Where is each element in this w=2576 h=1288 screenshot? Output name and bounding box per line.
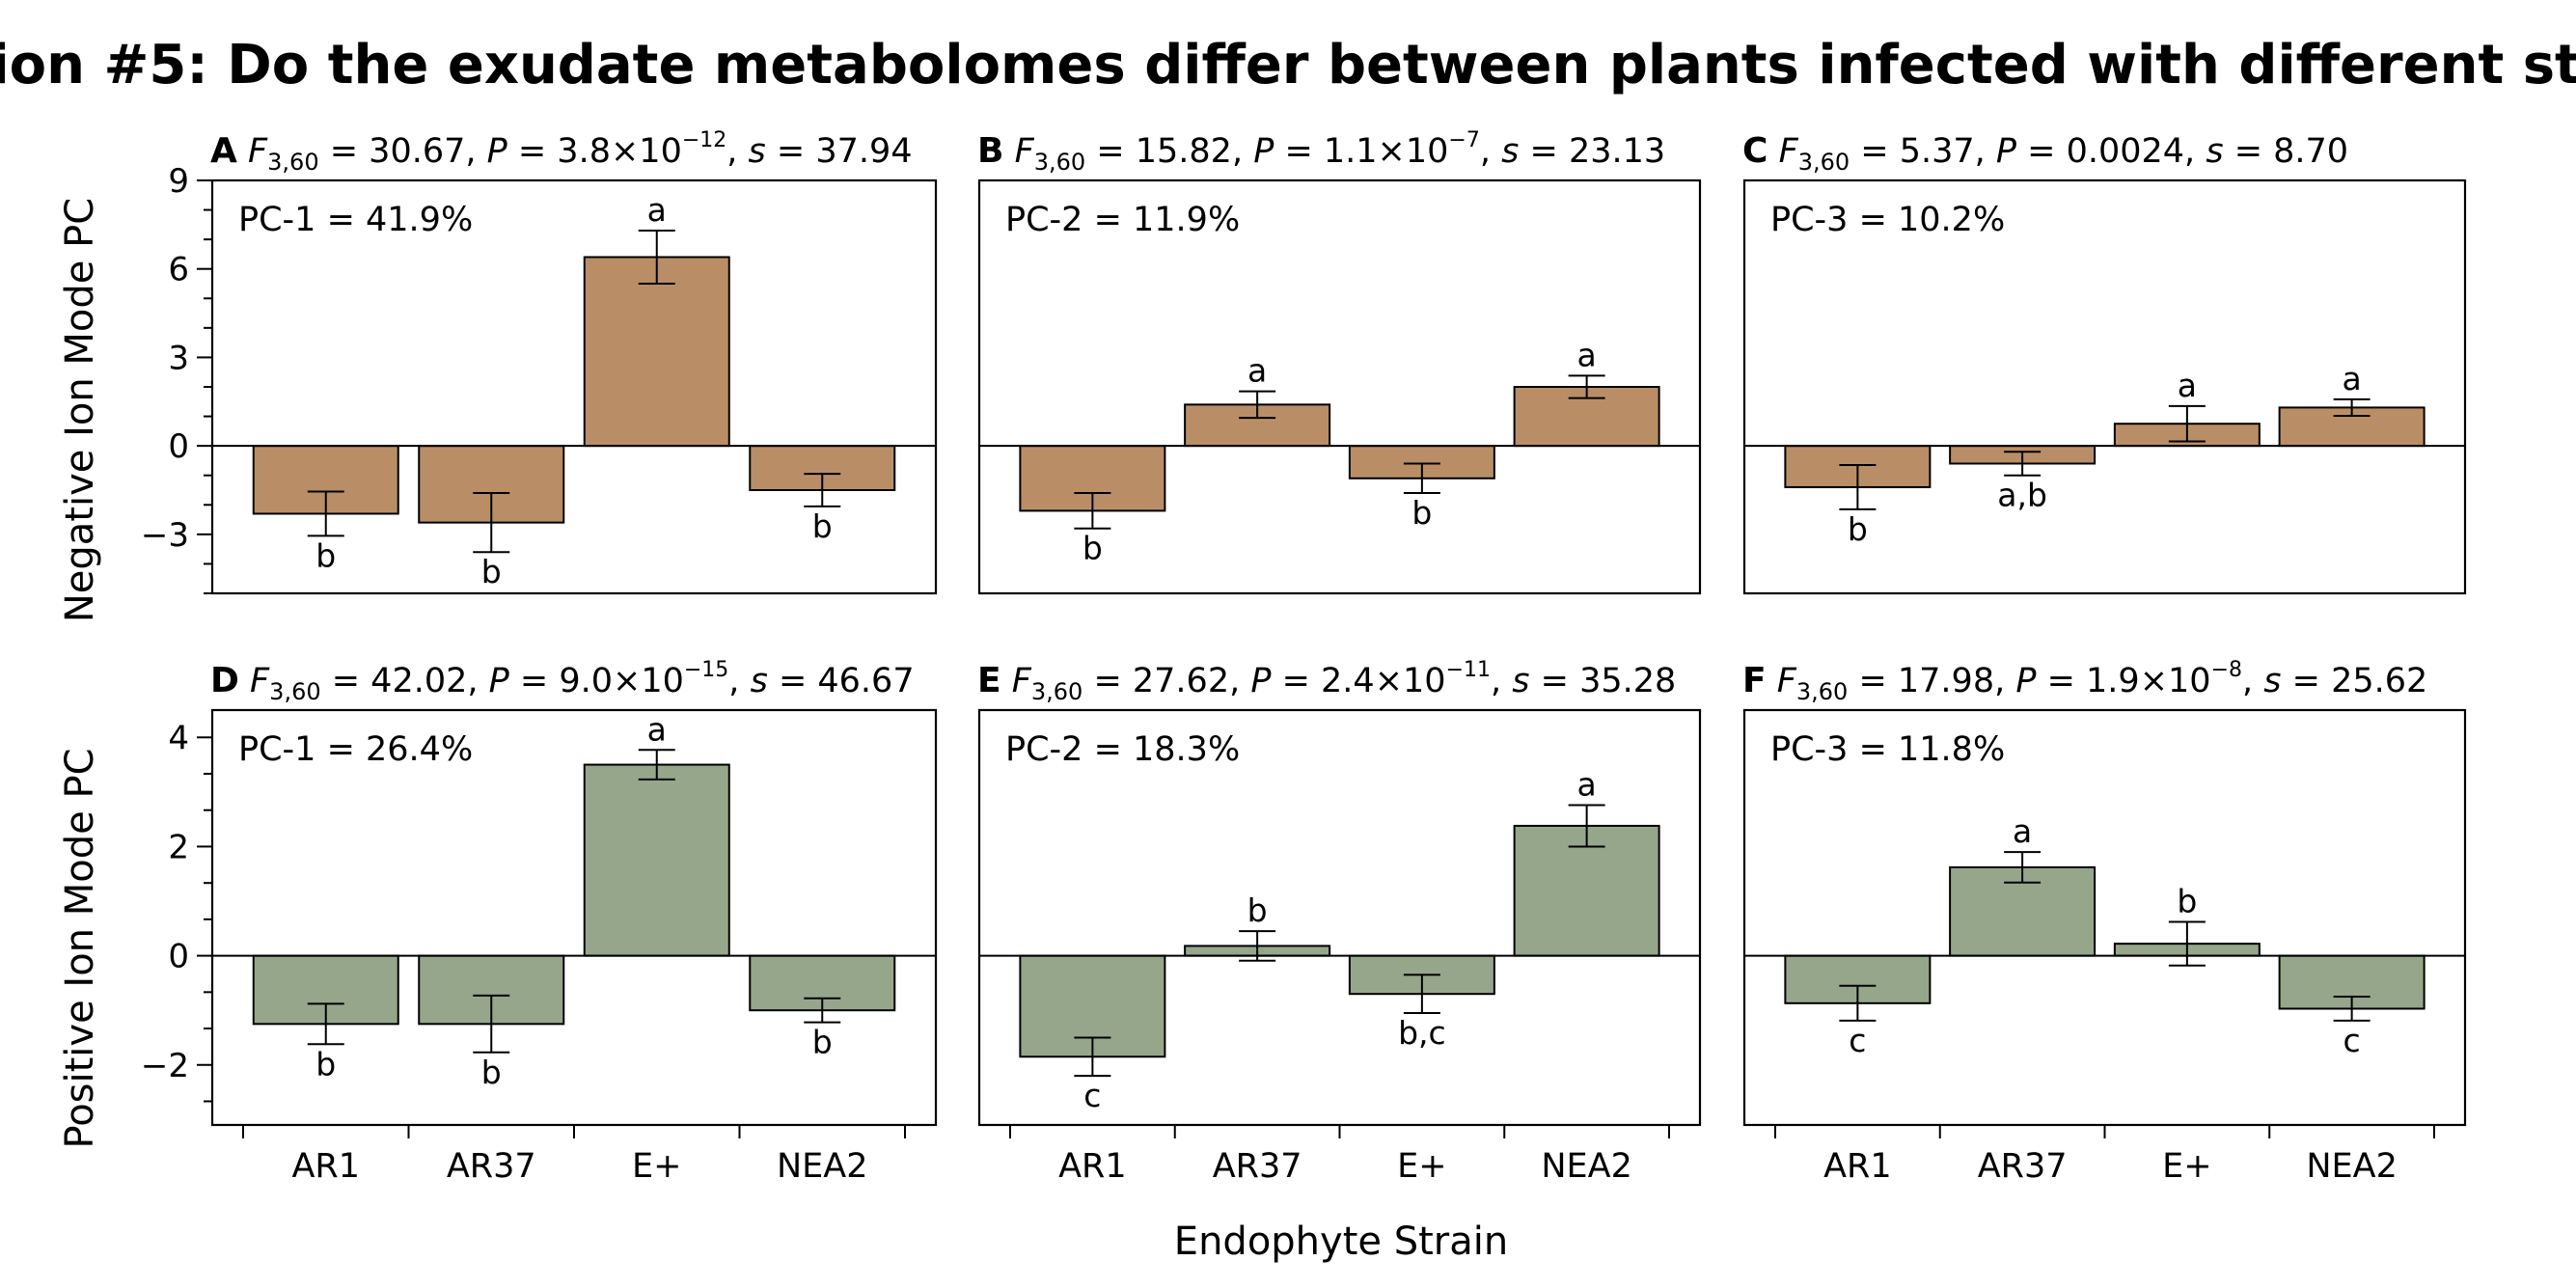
- x-tick-label-F-E+: E+: [2162, 1147, 2211, 1186]
- panel-B-pc-label: PC-2 = 11.9%: [1005, 201, 1240, 239]
- y-tick-label-A: 0: [168, 427, 189, 466]
- panel-C-pc-label: PC-3 = 10.2%: [1770, 201, 2005, 239]
- x-tick-label-F-NEA2: NEA2: [2306, 1147, 2398, 1186]
- sig-letter-A-AR1: b: [315, 536, 336, 574]
- x-tick-label-E-E+: E+: [1397, 1147, 1446, 1186]
- sig-letter-D-AR1: b: [315, 1045, 336, 1082]
- y-tick-label-A: 3: [168, 339, 189, 377]
- x-tick-label-F-AR1: AR1: [1823, 1147, 1892, 1186]
- sig-letter-F-E+: b: [2177, 883, 2197, 920]
- sig-letter-C-E+: a: [2178, 367, 2197, 404]
- sig-letter-C-AR1: b: [1848, 510, 1868, 548]
- x-tick-label-E-NEA2: NEA2: [1541, 1147, 1632, 1186]
- sig-letter-E-NEA2: a: [1577, 765, 1597, 803]
- x-tick-label-D-AR37: AR37: [447, 1147, 536, 1186]
- y-tick-label-D: 4: [168, 719, 189, 757]
- y-tick-label-A: −3: [141, 516, 189, 555]
- sig-letter-D-NEA2: b: [812, 1024, 833, 1061]
- sig-letter-A-AR37: b: [481, 553, 502, 590]
- x-tick-label-E-AR37: AR37: [1213, 1147, 1302, 1186]
- panel-B-stats: B F3,60 = 15.82, P = 1.1×10−7, s = 23.13: [977, 128, 1665, 176]
- negative-ion-axis-label: Negative Ion Mode PC: [58, 198, 102, 622]
- panel-F-stats: F F3,60 = 17.98, P = 1.9×10−8, s = 25.62: [1742, 658, 2427, 705]
- panel-D: D F3,60 = 42.02, P = 9.0×10−15, s = 46.6…: [141, 658, 938, 1186]
- x-tick-label-D-NEA2: NEA2: [777, 1147, 868, 1186]
- panel-E: E F3,60 = 27.62, P = 2.4×10−11, s = 35.2…: [977, 658, 1702, 1186]
- bar-A-E+: [583, 256, 730, 448]
- y-tick-label-A: 9: [168, 162, 189, 201]
- sig-letter-C-AR37: a,b: [1997, 477, 2047, 514]
- panel-D-stats: D F3,60 = 42.02, P = 9.0×10−15, s = 46.6…: [210, 658, 915, 705]
- panel-B: B F3,60 = 15.82, P = 1.1×10−7, s = 23.13…: [977, 128, 1702, 595]
- sig-letter-A-E+: a: [647, 191, 667, 229]
- panel-F-frame: [1742, 708, 2467, 1127]
- x-tick-label-F-AR37: AR37: [1978, 1147, 2068, 1186]
- panel-D-pc-label: PC-1 = 26.4%: [238, 730, 473, 769]
- figure-title: Question #5: Do the exudate metabolomes …: [0, 34, 2576, 96]
- panels: A F3,60 = 30.67, P = 3.8×10−12, s = 37.9…: [141, 128, 2467, 1186]
- panel-E-pc-label: PC-2 = 18.3%: [1005, 730, 1240, 769]
- positive-ion-axis-label: Positive Ion Mode PC: [58, 749, 102, 1149]
- y-tick-label-A: 6: [168, 251, 189, 289]
- sig-letter-D-AR37: b: [481, 1054, 502, 1091]
- sig-letter-B-AR37: a: [1247, 352, 1267, 390]
- sig-letter-B-E+: b: [1411, 494, 1432, 532]
- panel-C-frame: [1742, 178, 2467, 595]
- sig-letter-F-AR37: a: [2013, 812, 2032, 850]
- panel-A-pc-label: PC-1 = 41.9%: [238, 201, 473, 239]
- panel-A-stats: A F3,60 = 30.67, P = 3.8×10−12, s = 37.9…: [210, 128, 913, 176]
- sig-letter-F-NEA2: c: [2343, 1022, 2361, 1059]
- sig-letter-B-AR1: b: [1082, 530, 1103, 567]
- y-tick-label-D: 0: [168, 938, 189, 976]
- y-tick-label-D: −2: [141, 1047, 189, 1085]
- sig-letter-B-NEA2: a: [1577, 336, 1597, 373]
- sig-letter-C-NEA2: a: [2343, 360, 2362, 397]
- x-tick-label-E-AR1: AR1: [1058, 1147, 1127, 1186]
- sig-letter-E-E+: b,c: [1398, 1014, 1446, 1052]
- sig-letter-A-NEA2: b: [812, 507, 833, 545]
- panel-F: F F3,60 = 17.98, P = 1.9×10−8, s = 25.62…: [1742, 658, 2467, 1186]
- panel-A: A F3,60 = 30.67, P = 3.8×10−12, s = 37.9…: [141, 128, 938, 595]
- sig-letter-F-AR1: c: [1849, 1022, 1866, 1059]
- panel-E-stats: E F3,60 = 27.62, P = 2.4×10−11, s = 35.2…: [977, 658, 1676, 705]
- panel-C: C F3,60 = 5.37, P = 0.0024, s = 8.70 PC-3…: [1742, 131, 2467, 595]
- y-tick-label-D: 2: [168, 828, 189, 866]
- x-tick-label-D-E+: E+: [632, 1147, 681, 1186]
- panel-B-frame: [977, 178, 1702, 595]
- sig-letter-E-AR37: b: [1247, 891, 1268, 929]
- sig-letter-D-E+: a: [647, 710, 667, 748]
- x-axis-label: Endophyte Strain: [1174, 1219, 1508, 1264]
- sig-letter-E-AR1: c: [1083, 1077, 1101, 1114]
- panel-F-pc-label: PC-3 = 11.8%: [1770, 730, 2005, 769]
- bar-F-AR37: [1949, 865, 2096, 957]
- panel-C-stats: C F3,60 = 5.37, P = 0.0024, s = 8.70: [1742, 131, 2348, 176]
- bar-D-E+: [583, 763, 730, 957]
- x-tick-label-D-AR1: AR1: [291, 1147, 360, 1186]
